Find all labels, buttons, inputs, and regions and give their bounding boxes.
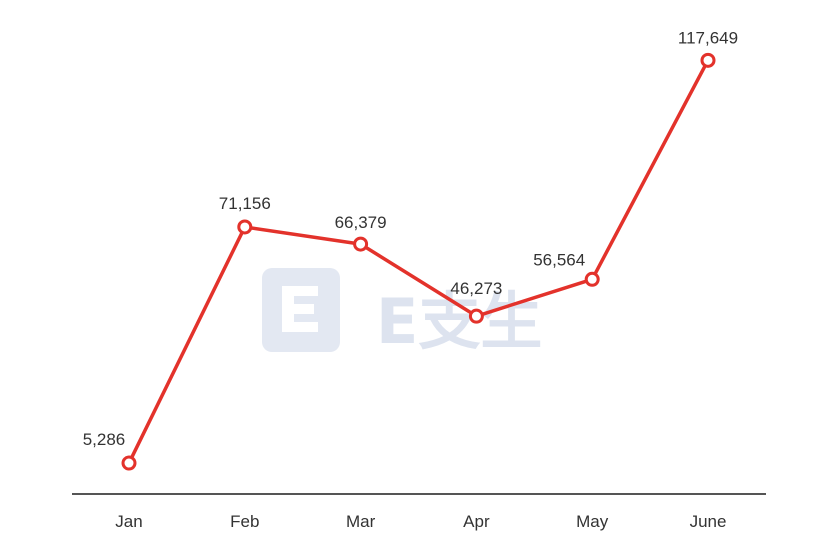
watermark-text: E支生 xyxy=(376,285,542,358)
data-labels: 5,286 71,156 66,379 46,273 56,564 117,649 xyxy=(83,28,738,449)
x-tick-label: June xyxy=(690,512,727,531)
data-points xyxy=(121,52,716,471)
series-line xyxy=(127,58,710,465)
watermark: E支生 xyxy=(262,268,542,358)
data-point xyxy=(468,308,484,324)
data-point xyxy=(237,219,253,235)
data-label: 5,286 xyxy=(83,430,126,449)
data-point xyxy=(584,271,600,287)
x-tick-label: May xyxy=(576,512,609,531)
data-label: 71,156 xyxy=(219,194,271,213)
x-tick-label: Mar xyxy=(346,512,376,531)
data-point xyxy=(353,236,369,252)
data-label: 56,564 xyxy=(533,250,585,269)
x-tick-label: Feb xyxy=(230,512,259,531)
data-label: 66,379 xyxy=(335,213,387,232)
x-tick-label: Jan xyxy=(115,512,142,531)
x-axis-tick-labels: Jan Feb Mar Apr May June xyxy=(115,512,726,531)
data-point xyxy=(121,455,137,471)
watermark-logo-icon xyxy=(262,268,340,352)
data-point xyxy=(700,52,716,68)
data-label: 46,273 xyxy=(450,279,502,298)
data-label: 117,649 xyxy=(678,28,738,47)
x-tick-label: Apr xyxy=(463,512,490,531)
